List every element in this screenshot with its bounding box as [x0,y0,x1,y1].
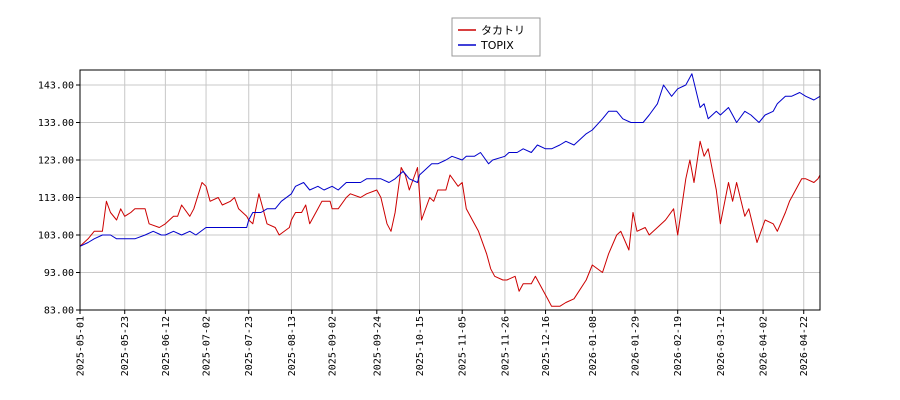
x-tick-label: 2025-09-02 [328,316,339,376]
y-axis-ticks: 83.00 93.00 103.00 113.00 123.00 133.00 143.00 [38,81,80,317]
grid-lines [79,70,820,311]
x-axis-ticks: 2025-05-01 2025-05-23 2025-06-12 2025-07-02… [76,310,810,376]
x-tick-label: 2025-06-12 [161,316,172,376]
x-tick-label: 2026-01-29 [631,316,642,376]
x-tick-label: 2025-05-23 [120,316,131,376]
x-tick-label: 2025-08-13 [287,316,298,376]
y-tick-label: 103.00 [38,231,74,242]
x-tick-label: 2026-02-19 [673,316,684,376]
x-tick-label: 2025-09-24 [372,316,383,376]
legend-box [451,17,541,57]
series-lines [79,73,821,307]
y-tick-label: 83.00 [44,306,74,317]
y-tick-label: 133.00 [38,118,74,129]
x-tick-label: 2025-10-15 [415,316,426,376]
y-tick-label: 113.00 [38,193,74,204]
x-tick-label: 2025-07-02 [202,316,213,376]
x-tick-label: 2025-07-23 [244,316,255,376]
x-tick-label: 2025-12-16 [541,316,552,376]
x-tick-label: 2026-03-12 [716,316,727,376]
y-tick-label: 143.00 [38,81,74,92]
x-tick-label: 2026-01-08 [588,316,599,376]
x-tick-label: 2026-04-02 [759,316,770,376]
legend: タカトリ TOPIX [451,17,541,57]
y-tick-label: 123.00 [38,156,74,167]
series-line-takatori [79,140,821,307]
legend-label-topix: TOPIX [480,39,514,52]
x-tick-label: 2026-04-22 [799,316,810,376]
x-tick-label: 2025-11-26 [500,316,511,376]
plot-frame [79,69,821,311]
legend-label-takatori: タカトリ [481,24,525,37]
y-tick-label: 93.00 [44,268,74,279]
series-line-topix [79,73,821,247]
x-tick-label: 2025-05-01 [76,316,87,376]
x-tick-label: 2025-11-05 [458,316,469,376]
